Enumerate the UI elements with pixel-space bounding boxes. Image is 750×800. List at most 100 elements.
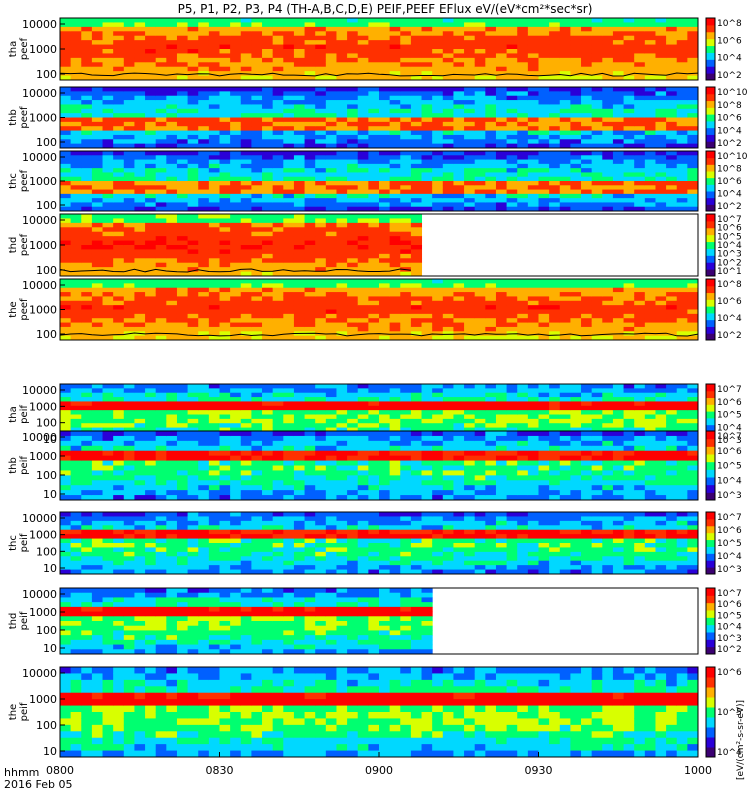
spectrogram-cell (506, 143, 518, 149)
spectrogram-cell (315, 287, 327, 293)
spectrogram-cell (219, 91, 231, 97)
spectrogram-cell (517, 331, 529, 337)
spectrogram-cell (485, 326, 497, 332)
spectrogram-cell (102, 172, 114, 178)
spectrogram-cell (230, 104, 242, 110)
spectrogram-cell (527, 49, 539, 54)
spectrogram-cell (485, 104, 497, 110)
spectrogram-cell (506, 305, 518, 310)
spectrogram-cell (389, 143, 401, 149)
spectrogram-cell (272, 130, 284, 136)
spectrogram-cell (410, 271, 423, 277)
spectrogram-cell (155, 410, 167, 415)
spectrogram-cell (166, 185, 178, 191)
spectrogram-cell (60, 159, 72, 165)
spectrogram-cell (432, 121, 444, 127)
spectrogram-cell (379, 227, 391, 233)
spectrogram-cell (527, 322, 539, 328)
colorbar-segment (706, 306, 715, 314)
spectrogram-cell (676, 139, 688, 145)
spectrogram-cell (134, 155, 146, 161)
spectrogram-cell (474, 143, 486, 149)
spectrogram-cell (517, 159, 529, 165)
spectrogram-cell (198, 287, 210, 293)
spectrogram-cell (464, 49, 476, 54)
spectrogram-cell (262, 95, 274, 101)
spectrogram-cell (389, 222, 401, 228)
spectrogram-cell (453, 155, 465, 161)
spectrogram-cell (81, 475, 93, 481)
spectrogram-cell (400, 91, 412, 97)
spectrogram-cell (219, 185, 231, 191)
spectrogram-cell (549, 388, 561, 394)
spectrogram-cell (634, 392, 646, 398)
spectrogram-cell (262, 198, 274, 203)
spectrogram-cell (347, 53, 359, 59)
spectrogram-cell (357, 100, 369, 105)
spectrogram-cell (272, 222, 284, 228)
spectrogram-cell (293, 176, 306, 182)
spectrogram-cell (262, 279, 274, 284)
spectrogram-cell (145, 240, 157, 246)
colorbar-tick-label: 10^6 (717, 36, 742, 46)
colorbar-segment (706, 73, 715, 81)
spectrogram-cell (283, 401, 295, 407)
spectrogram-cell (166, 218, 178, 224)
spectrogram-cell (81, 490, 93, 496)
spectrogram-cell (134, 335, 146, 341)
spectrogram-cell (304, 130, 316, 136)
spectrogram-cell (251, 71, 263, 77)
spectrogram-cell (570, 91, 582, 97)
spectrogram-cell (272, 309, 284, 315)
spectrogram-cell (293, 40, 306, 46)
spectrogram-cell (421, 53, 433, 59)
spectrogram-cell (102, 318, 114, 324)
spectrogram-cell (559, 22, 571, 28)
spectrogram-cell (230, 108, 242, 114)
spectrogram-cell (357, 172, 369, 178)
spectrogram-cell (176, 91, 189, 97)
spectrogram-cell (485, 287, 497, 293)
spectrogram-cell (315, 189, 327, 195)
spectrogram-cell (336, 296, 348, 302)
spectrogram-cell (219, 313, 231, 319)
spectrogram-cell (432, 397, 444, 402)
spectrogram-cell (453, 95, 465, 101)
spectrogram-cell (145, 427, 157, 433)
spectrogram-cell (60, 57, 72, 63)
energy-boundary-line (59, 72, 699, 77)
spectrogram-cell (262, 384, 274, 389)
spectrogram-cell (612, 62, 625, 68)
spectrogram-cell (410, 35, 423, 41)
spectrogram-cell (421, 35, 433, 41)
spectrogram-cell (198, 218, 210, 224)
spectrogram-cell (219, 202, 231, 208)
spectrogram-cell (219, 57, 231, 63)
spectrogram-cell (421, 57, 433, 63)
spectrogram-cell (442, 326, 454, 332)
colorbar-tick-label: 10^10 (717, 88, 748, 98)
spectrogram-cell (251, 236, 263, 242)
spectrogram-cell (102, 206, 114, 212)
spectrogram-cell (91, 143, 104, 149)
spectrogram-cell (347, 392, 359, 398)
spectrogram-cell (102, 465, 114, 471)
spectrogram-cell (123, 392, 135, 398)
spectrogram-cell (81, 435, 93, 442)
spectrogram-cell (442, 31, 454, 37)
spectrogram-cell (602, 202, 614, 208)
spectrogram-cell (453, 139, 465, 145)
spectrogram-cell (187, 427, 199, 433)
spectrogram-cell (623, 108, 635, 114)
spectrogram-cell (549, 18, 561, 23)
spectrogram-cell (357, 176, 369, 182)
spectrogram-cell (187, 139, 199, 145)
spectrogram-cell (325, 405, 337, 411)
spectrogram-cell (442, 423, 454, 429)
spectrogram-cell (336, 249, 348, 255)
spectrogram-cell (262, 214, 274, 219)
spectrogram-cell (666, 143, 678, 149)
spectrogram-cell (336, 322, 348, 328)
spectrogram-cell (219, 168, 231, 173)
spectrogram-cell (283, 206, 295, 212)
